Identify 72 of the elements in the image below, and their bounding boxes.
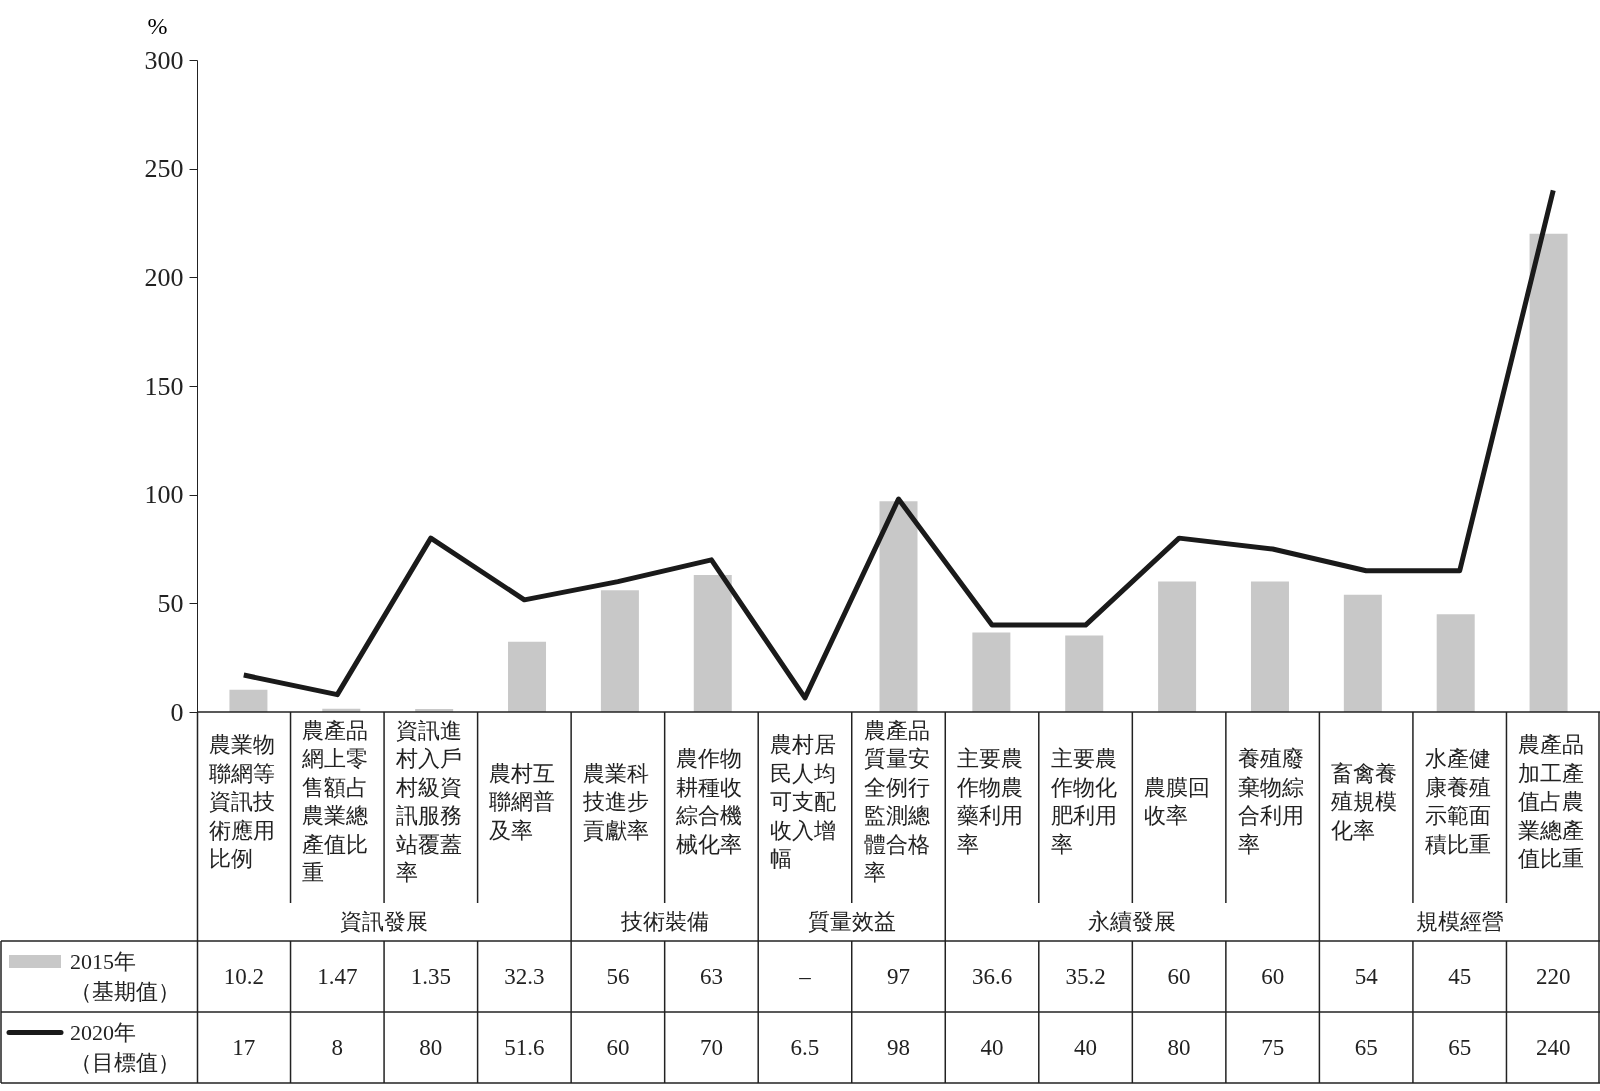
bar xyxy=(879,501,918,712)
data-label: 35.2 xyxy=(1065,963,1106,989)
bar xyxy=(1065,635,1104,712)
data-label: 220 xyxy=(1535,963,1571,989)
x-tick-label: 農產品加工產值占農業總產值比重 xyxy=(1518,732,1585,871)
x-tick-label: 農業科技進步貢獻率 xyxy=(581,760,649,843)
bar xyxy=(972,632,1011,712)
x-tick-label: 農產品質量安全例行監測總體合格率 xyxy=(863,717,930,886)
text: 質量效益 xyxy=(807,909,896,934)
text: – xyxy=(799,963,811,989)
x-tick-label: 畜禽養殖規模化率 xyxy=(1331,760,1398,843)
x-tick-label: 農業物聯網等資訊技術應用比例 xyxy=(208,732,275,871)
data-label: 65 xyxy=(1448,1034,1472,1060)
y-tick-label: 250 xyxy=(144,154,184,184)
bar xyxy=(1158,581,1197,712)
data-label: 1.35 xyxy=(410,963,451,989)
bar xyxy=(1436,614,1475,712)
x-tick-label: 養殖廢棄物綜合利用率 xyxy=(1237,746,1304,857)
data-label: 65 xyxy=(1354,1034,1378,1060)
data-label: 1.47 xyxy=(317,963,358,989)
x-tick-label: 資訊進村入戶村級資訊服務站覆蓋率 xyxy=(394,717,462,886)
bar xyxy=(1343,594,1382,712)
data-label: 97 xyxy=(887,963,910,989)
data-label: 75 xyxy=(1261,1034,1285,1060)
x-tick-label: 農作物耕種收綜合機械化率 xyxy=(675,746,743,857)
data-label: 45 xyxy=(1448,963,1472,989)
text: 永續發展 xyxy=(1088,909,1177,934)
data-label: 60 xyxy=(606,1034,630,1060)
y-axis-title: % xyxy=(147,12,168,39)
x-tick-label: 水產健康養殖示範面積比重 xyxy=(1424,746,1491,857)
y-tick-label: 200 xyxy=(144,262,184,292)
bar xyxy=(1529,233,1568,712)
x-tick-label: 農膜回收率 xyxy=(1144,774,1211,829)
data-label: 80 xyxy=(419,1034,443,1060)
data-label: 51.6 xyxy=(504,1034,545,1060)
bar xyxy=(508,641,547,712)
data-label: 63 xyxy=(699,963,723,989)
data-label: 80 xyxy=(1167,1034,1191,1060)
data-label: 17 xyxy=(232,1034,256,1060)
x-tick-label: 農村互聯網普及率 xyxy=(489,760,556,843)
data-label: 60 xyxy=(1261,963,1285,989)
x-tick-label: 農村居民人均可支配收入增幅 xyxy=(769,732,836,871)
data-label: 6.5 xyxy=(790,1034,820,1060)
legend-label: 2020年（目標值） xyxy=(70,1019,180,1075)
data-label: 32.3 xyxy=(504,963,545,989)
y-tick-label: 0 xyxy=(170,697,184,727)
x-tick-label: 主要農作物化肥利用率 xyxy=(1049,746,1117,857)
data-label: 8 xyxy=(331,1034,344,1060)
data-label: 98 xyxy=(887,1034,910,1060)
bar xyxy=(1250,581,1289,712)
y-tick-label: 50 xyxy=(157,588,184,618)
data-label: 40 xyxy=(1074,1034,1098,1060)
data-label: 60 xyxy=(1167,963,1191,989)
data-label: 56 xyxy=(606,963,630,989)
data-label: 10.2 xyxy=(223,963,264,989)
text: 資訊發展 xyxy=(340,909,429,934)
y-tick-label: 100 xyxy=(144,480,184,510)
data-label: 54 xyxy=(1354,963,1379,989)
data-label: 70 xyxy=(699,1034,723,1060)
data-label: 36.6 xyxy=(971,963,1013,989)
text: 技術裝備 xyxy=(619,909,709,934)
y-tick-label: 150 xyxy=(144,371,184,401)
bar xyxy=(229,689,268,712)
text: 規模經營 xyxy=(1415,909,1504,934)
legend-label: 2015年（基期值） xyxy=(70,948,180,1004)
x-tick-label: 農產品網上零售額占農業總產值比重 xyxy=(301,717,369,886)
x-tick-label: 主要農作物農藥利用率 xyxy=(956,746,1024,857)
data-label: 240 xyxy=(1535,1034,1571,1060)
data-label: 40 xyxy=(980,1034,1004,1060)
bar xyxy=(600,590,639,712)
y-tick-label: 300 xyxy=(144,45,184,75)
bar xyxy=(693,575,732,712)
